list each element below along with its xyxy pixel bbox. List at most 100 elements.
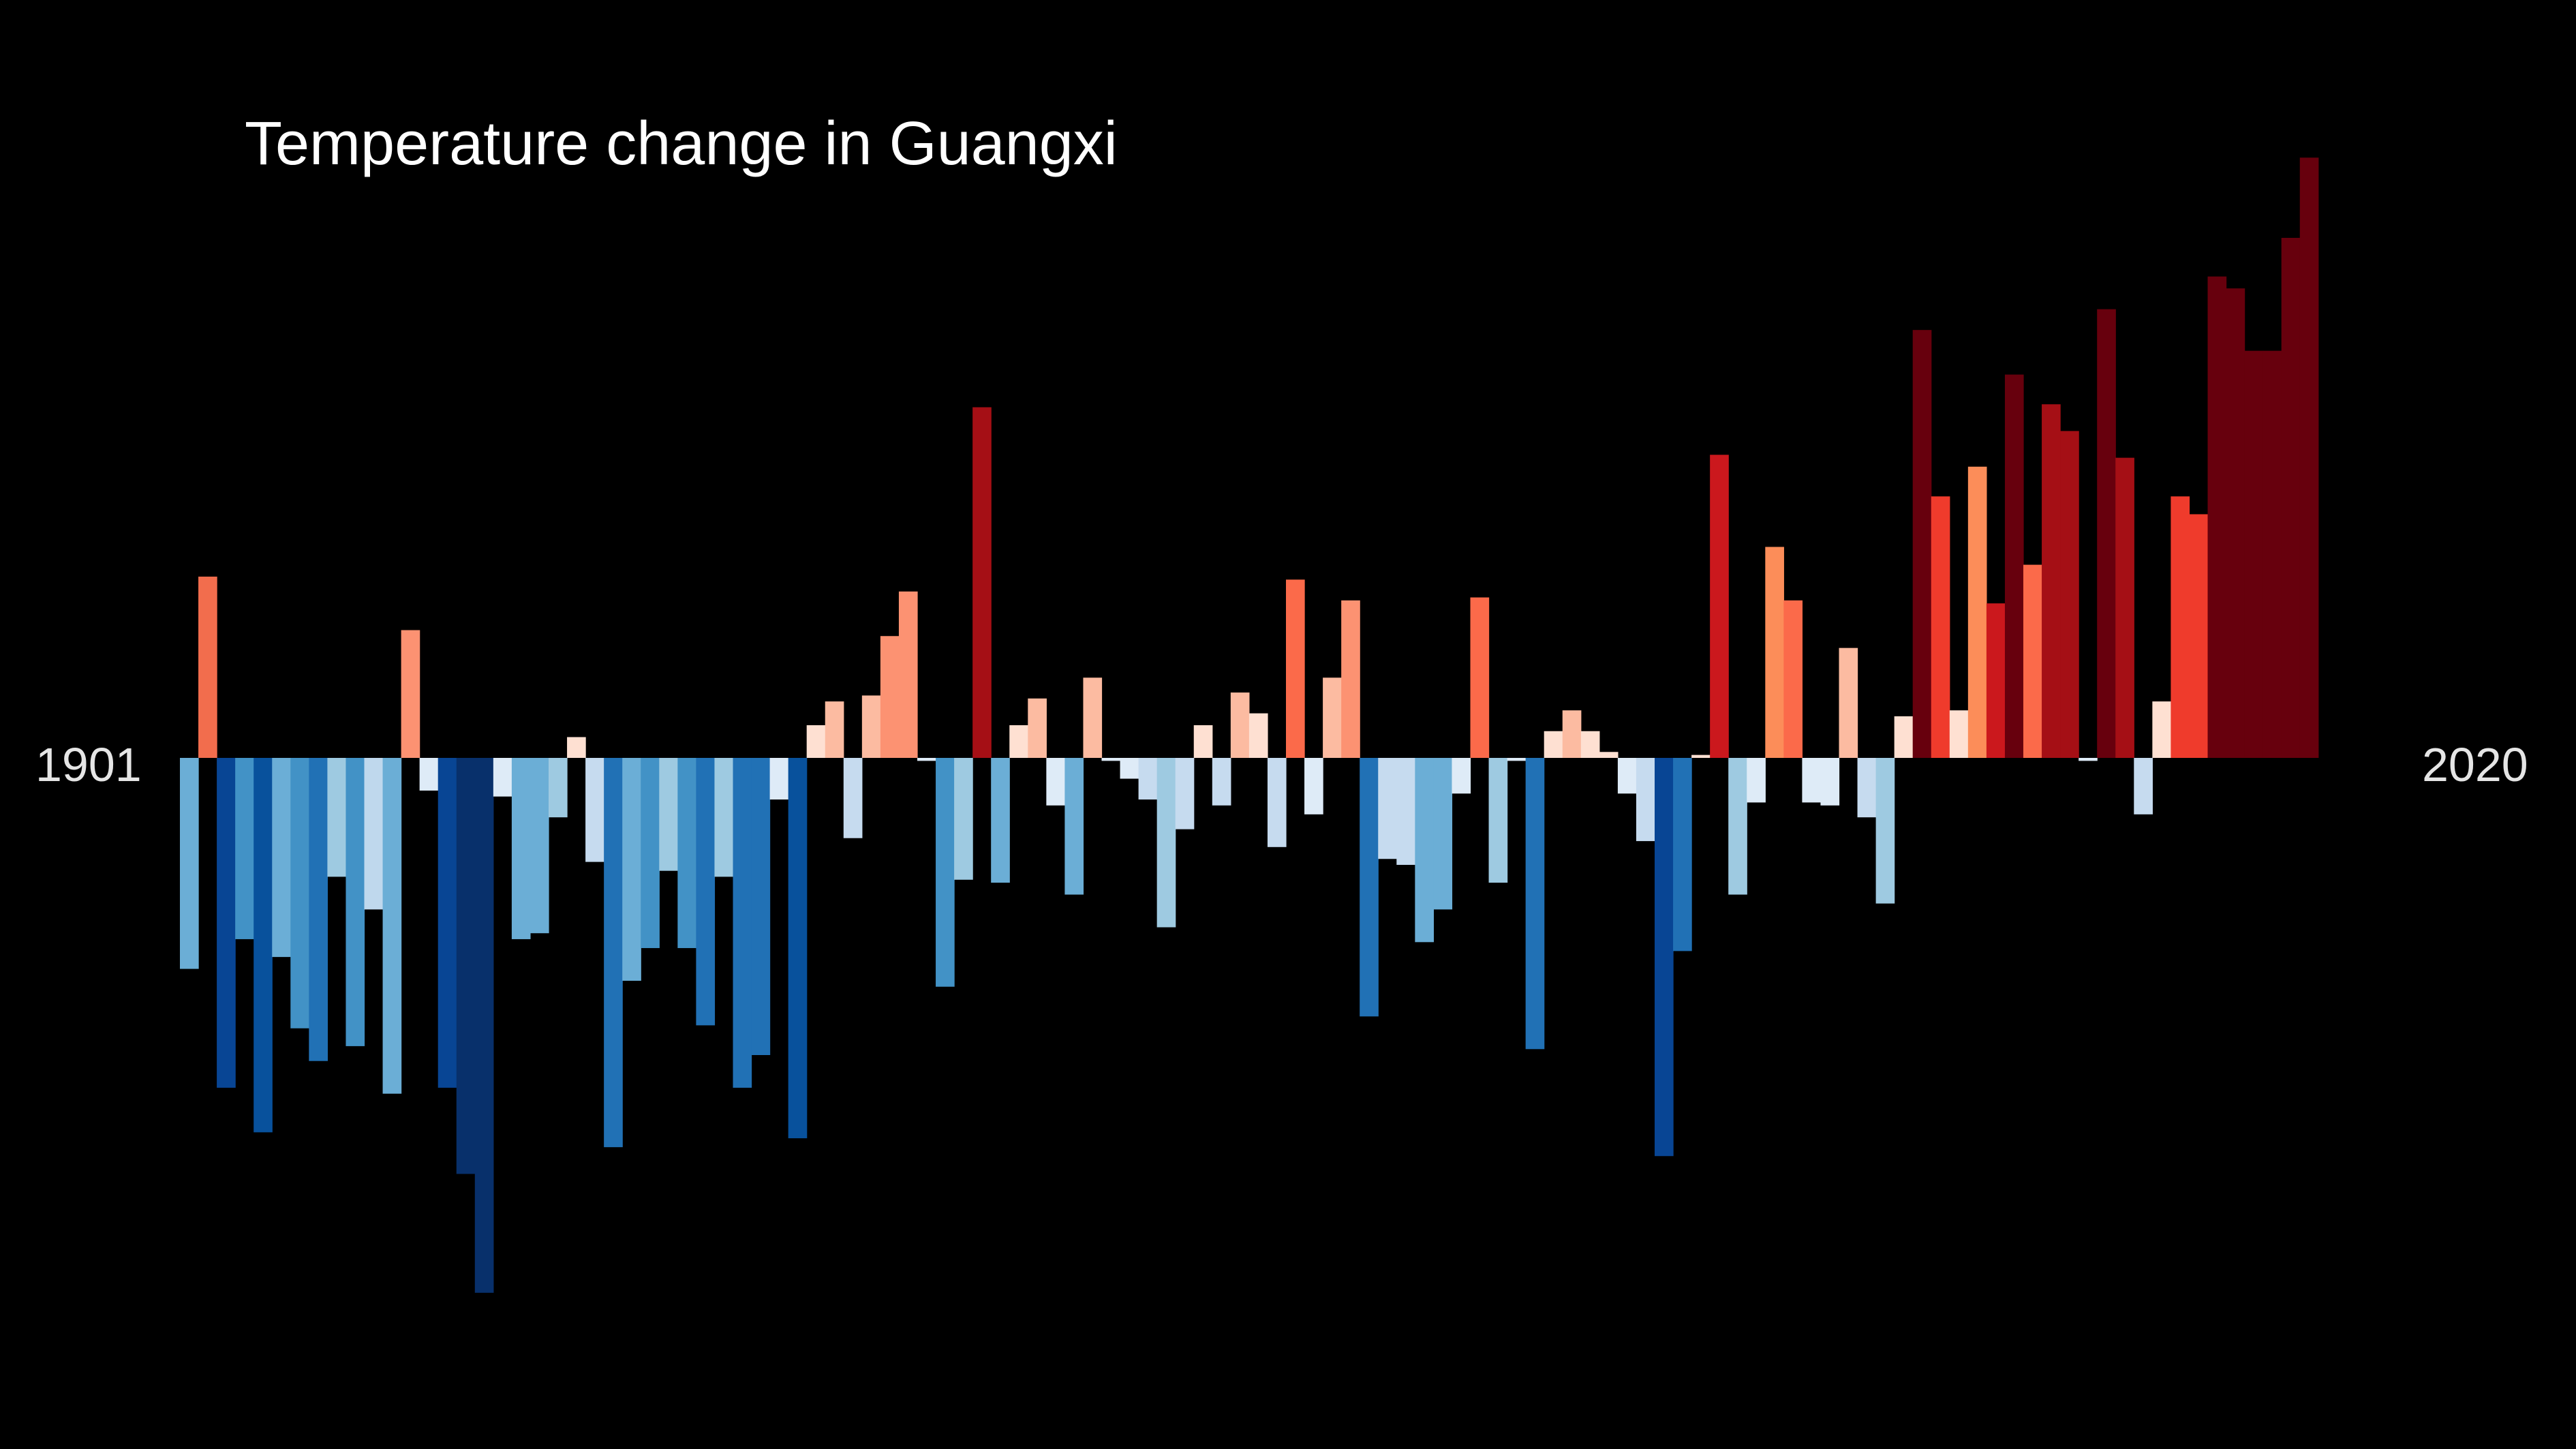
bar-2008 [2152, 701, 2171, 758]
bar-1937 [843, 758, 863, 838]
bar-1965 [1360, 758, 1379, 1017]
bar-1973 [1507, 758, 1527, 761]
bar-2014 [2263, 350, 2282, 758]
bar-1956 [1193, 725, 1213, 758]
bar-1907 [290, 758, 309, 1028]
bar-2000 [2004, 374, 2024, 758]
bar-2004 [2079, 758, 2098, 761]
bar-1942 [936, 758, 955, 987]
bar-1915 [438, 758, 457, 1088]
bar-1984 [1710, 455, 1729, 758]
bar-1923 [585, 758, 604, 862]
bar-1930 [714, 758, 734, 877]
bar-1976 [1562, 710, 1582, 758]
bar-1914 [419, 758, 439, 791]
bar-1927 [659, 758, 678, 871]
bar-1988 [1783, 600, 1803, 758]
bar-1983 [1691, 754, 1711, 758]
bar-1911 [364, 758, 384, 910]
bar-1903 [217, 758, 236, 1088]
bar-1971 [1470, 597, 1490, 758]
bar-1919 [511, 758, 531, 939]
bar-1966 [1378, 758, 1397, 859]
bar-1994 [1894, 716, 1914, 758]
bar-1936 [825, 701, 844, 758]
bar-2006 [2115, 457, 2134, 758]
bar-1922 [567, 737, 586, 758]
bar-1987 [1765, 547, 1784, 758]
start-year-label: 1901 [35, 738, 142, 791]
bar-1940 [898, 591, 918, 758]
bar-2002 [2042, 404, 2061, 758]
bar-1946 [1009, 725, 1028, 758]
bar-1910 [346, 758, 365, 1046]
bar-1974 [1525, 758, 1545, 1050]
bar-1947 [1028, 698, 1047, 758]
bar-1979 [1617, 758, 1637, 794]
bar-1908 [309, 758, 328, 1061]
bar-1949 [1064, 758, 1084, 895]
bar-2009 [2171, 496, 2190, 758]
bar-1932 [751, 758, 771, 1055]
bar-1990 [1820, 758, 1840, 806]
bar-1934 [788, 758, 808, 1139]
bar-1962 [1304, 758, 1323, 814]
bar-1961 [1286, 579, 1305, 758]
bar-1986 [1747, 758, 1766, 803]
bar-1977 [1580, 731, 1600, 758]
chart-title: Temperature change in Guangxi [245, 110, 1118, 178]
bar-1982 [1673, 758, 1692, 951]
bar-1998 [1967, 466, 1987, 758]
bar-1967 [1396, 758, 1415, 865]
bar-1978 [1599, 752, 1619, 758]
bar-1905 [254, 758, 273, 1133]
bar-1944 [972, 407, 992, 758]
bar-1995 [1912, 330, 1932, 758]
bar-1958 [1230, 692, 1250, 758]
bar-1981 [1655, 758, 1674, 1157]
bar-1929 [696, 758, 716, 1026]
bar-1921 [549, 758, 568, 818]
bar-1912 [382, 758, 402, 1094]
bar-1925 [622, 758, 641, 981]
bar-1913 [401, 630, 420, 758]
bar-1935 [806, 725, 826, 758]
bar-1980 [1636, 758, 1655, 842]
bar-1953 [1138, 758, 1158, 800]
bar-2005 [2097, 309, 2116, 758]
bar-2016 [2299, 157, 2319, 758]
bar-1945 [991, 758, 1010, 883]
bar-1950 [1083, 677, 1103, 758]
bar-2003 [2060, 431, 2079, 758]
bar-1902 [198, 577, 217, 758]
bar-1931 [733, 758, 752, 1088]
bar-1917 [474, 758, 494, 1293]
bar-1969 [1433, 758, 1453, 910]
bar-1948 [1046, 758, 1065, 806]
bar-1985 [1728, 758, 1747, 895]
bar-1926 [641, 758, 660, 949]
bar-1938 [861, 695, 881, 758]
bar-1996 [1931, 496, 1950, 758]
bar-2007 [2134, 758, 2153, 814]
bar-1997 [1949, 710, 1969, 758]
bar-1933 [769, 758, 789, 800]
bar-1916 [456, 758, 476, 1174]
bar-1959 [1248, 713, 1268, 758]
bar-1993 [1875, 758, 1895, 904]
bar-1920 [530, 758, 549, 934]
bar-1975 [1544, 731, 1563, 758]
bar-1957 [1212, 758, 1231, 806]
bar-1999 [1986, 603, 2006, 758]
end-year-label: 2020 [2422, 738, 2528, 791]
bar-1952 [1120, 758, 1139, 779]
bar-1901 [180, 758, 199, 969]
bar-1941 [917, 758, 936, 761]
bar-1968 [1415, 758, 1434, 943]
bar-2011 [2207, 276, 2227, 758]
bar-1906 [272, 758, 291, 958]
bar-1924 [604, 758, 623, 1148]
bar-1972 [1488, 758, 1508, 883]
bar-1904 [235, 758, 254, 939]
